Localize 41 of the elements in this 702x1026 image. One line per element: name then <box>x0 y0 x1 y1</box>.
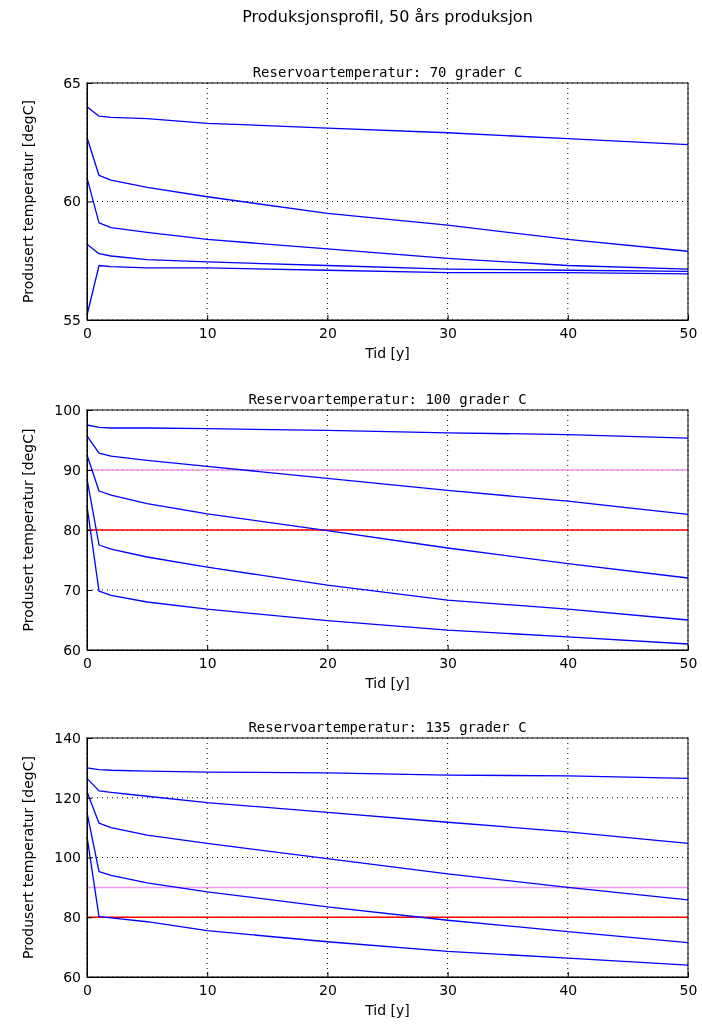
y-tick-label: 80 <box>63 909 81 926</box>
x-tick-label: 50 <box>679 324 698 341</box>
x-tick-label: 20 <box>318 981 337 998</box>
y-tick-label: 90 <box>63 461 81 478</box>
y-axis-title: Produsert temperatur [degC] <box>20 100 36 303</box>
y-axis-title: Produsert temperatur [degC] <box>20 756 36 959</box>
chart-subtitle: Reservoartemperatur: 100 grader C <box>248 391 527 407</box>
y-tick-label: 80 <box>63 521 81 538</box>
y-tick-label: 60 <box>63 641 81 658</box>
x-tick-label: 10 <box>198 324 217 341</box>
x-axis-title: Tid [y] <box>364 675 410 691</box>
x-tick-label: 20 <box>318 654 337 671</box>
chart-title: Produksjonsprofil, 50 års produksjon <box>242 7 533 26</box>
x-tick-label: 50 <box>679 981 698 998</box>
y-tick-label: 140 <box>54 729 81 746</box>
y-tick-label: 100 <box>54 401 81 418</box>
x-tick-label: 10 <box>198 654 217 671</box>
x-tick-label: 20 <box>318 324 337 341</box>
x-tick-label: 30 <box>439 324 458 341</box>
chart-subtitle: Reservoartemperatur: 70 grader C <box>252 64 523 80</box>
y-tick-label: 70 <box>63 581 81 598</box>
x-tick-label: 0 <box>83 654 92 671</box>
y-tick-label: 100 <box>54 849 81 866</box>
y-tick-label: 60 <box>63 968 81 985</box>
y-tick-label: 65 <box>63 74 81 91</box>
x-tick-label: 40 <box>559 654 578 671</box>
x-axis-title: Tid [y] <box>364 1002 410 1018</box>
y-tick-label: 55 <box>63 311 81 328</box>
x-tick-label: 40 <box>559 981 578 998</box>
chart-subtitle: Reservoartemperatur: 135 grader C <box>248 719 527 735</box>
x-axis-title: Tid [y] <box>364 345 410 361</box>
x-tick-label: 10 <box>198 981 217 998</box>
y-tick-label: 120 <box>54 789 81 806</box>
y-tick-label: 60 <box>63 193 81 210</box>
x-tick-label: 50 <box>679 654 698 671</box>
x-tick-label: 0 <box>83 981 92 998</box>
x-tick-label: 0 <box>83 324 92 341</box>
x-tick-label: 30 <box>439 981 458 998</box>
x-tick-label: 40 <box>559 324 578 341</box>
y-axis-title: Produsert temperatur [degC] <box>20 428 36 632</box>
x-tick-label: 30 <box>439 654 458 671</box>
